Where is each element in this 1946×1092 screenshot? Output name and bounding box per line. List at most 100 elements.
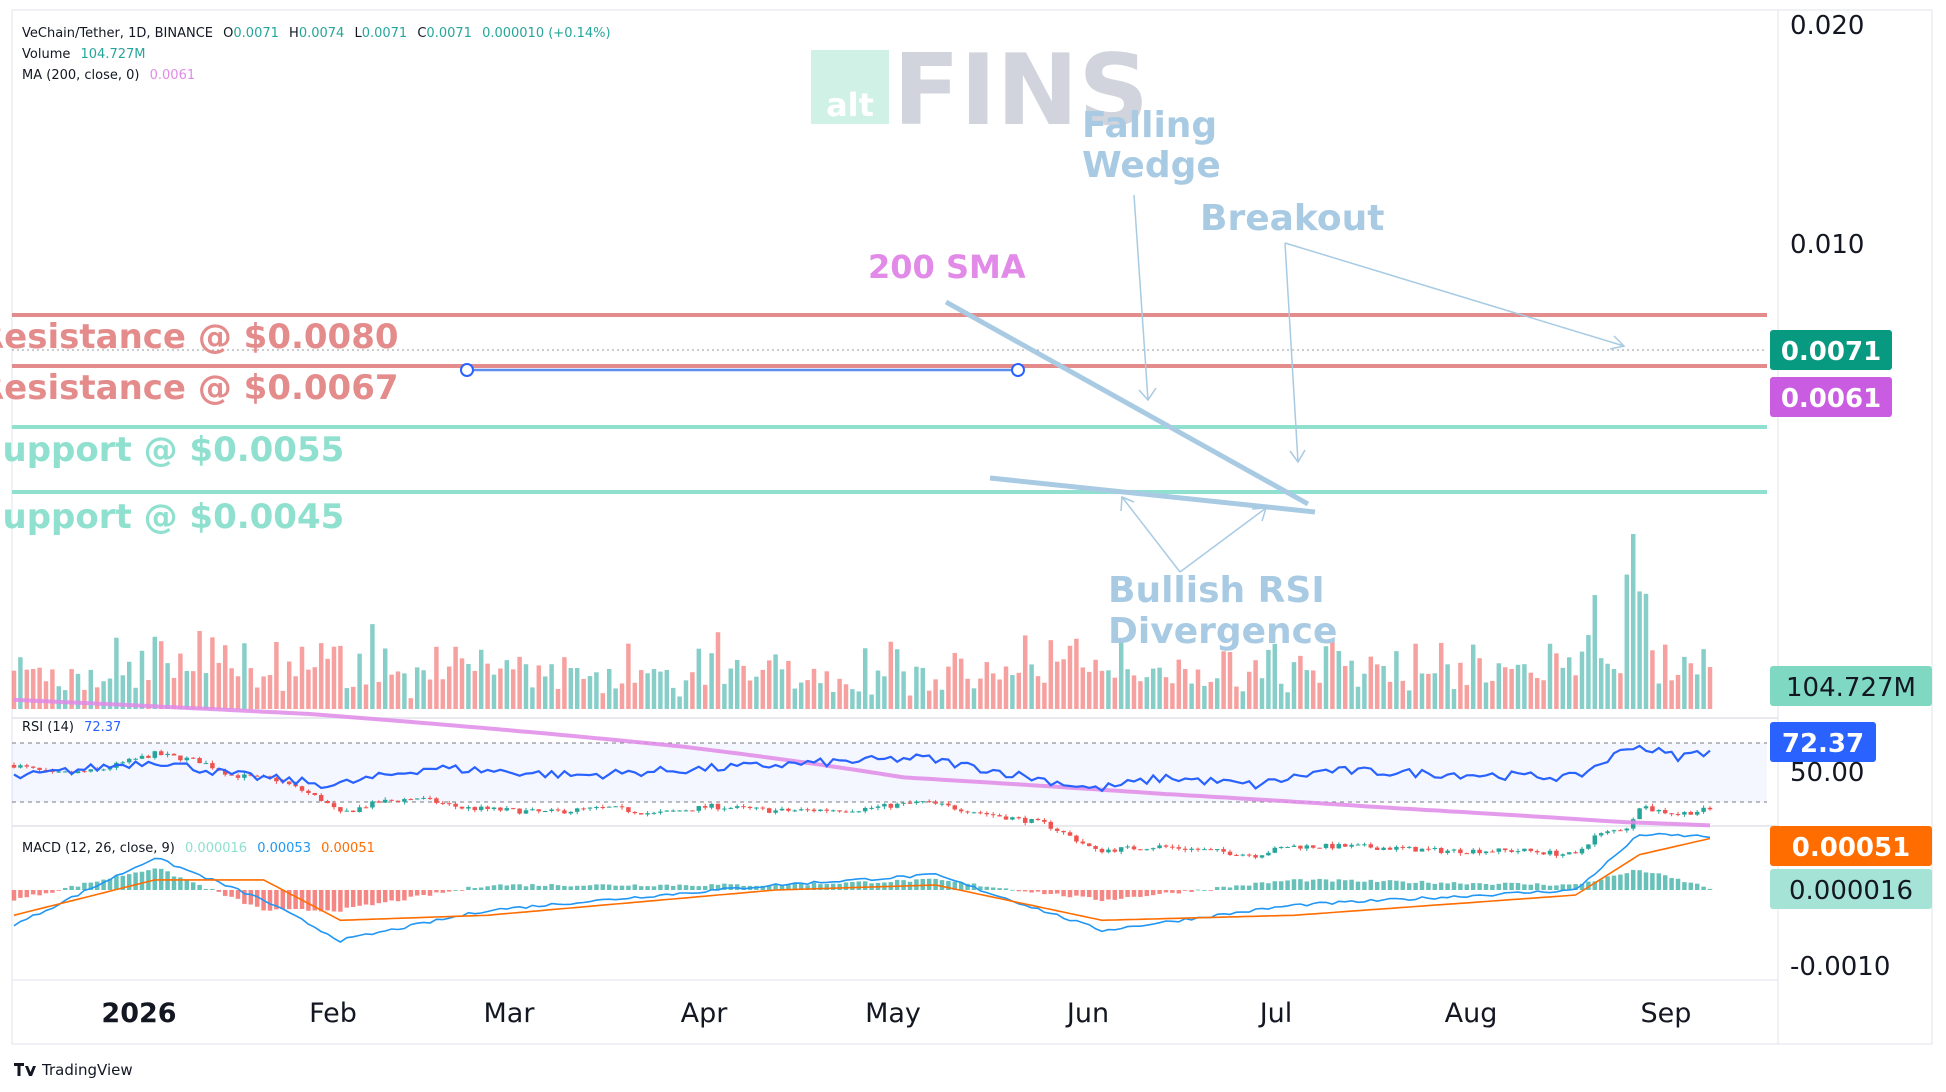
candle xyxy=(152,751,158,758)
volume-bar xyxy=(971,688,977,709)
macd-hist-bar xyxy=(1118,890,1124,899)
candle xyxy=(440,802,446,804)
volume-bar xyxy=(600,693,606,709)
macd-hist-bar xyxy=(11,890,17,901)
volume-bar xyxy=(830,691,836,709)
macd-hist-bar xyxy=(1496,883,1502,890)
macd-hist-bar xyxy=(549,883,554,890)
macd-hist-bar xyxy=(101,879,106,890)
volume-bar xyxy=(920,667,926,709)
price-axis[interactable]: 0.020 0.010 0.0071 0.0061 104.727M 72.37… xyxy=(1770,11,1932,982)
volume-bar xyxy=(1074,638,1079,709)
volume-bar xyxy=(549,664,554,709)
volume-bar xyxy=(1240,691,1246,709)
volume-bar xyxy=(357,653,362,709)
tradingview-brand[interactable]: TradingView xyxy=(14,1061,133,1079)
time-axis[interactable]: 2026 Feb Mar Apr May Jun Jul Aug Sep xyxy=(101,998,1691,1029)
volume-bar xyxy=(158,641,164,709)
candle xyxy=(1656,810,1662,812)
candle xyxy=(734,806,740,808)
macd-hist-bar xyxy=(1618,874,1623,890)
trendline-handle-right[interactable] xyxy=(1011,363,1025,377)
trendline-handle-left[interactable] xyxy=(460,363,474,377)
candle xyxy=(1150,848,1156,850)
macd-hist-bar xyxy=(1477,883,1482,890)
macd-hist-bar xyxy=(446,890,452,892)
volume-bar xyxy=(1150,668,1156,709)
candle xyxy=(645,813,650,815)
candle xyxy=(542,811,548,813)
candle xyxy=(1592,835,1598,845)
volume-bar xyxy=(1330,641,1335,709)
volume-bar xyxy=(574,667,580,709)
annotation-arrows xyxy=(1120,194,1626,573)
volume-bar xyxy=(1522,664,1527,709)
candle xyxy=(126,758,132,763)
volume-legend-label: Volume xyxy=(22,47,70,62)
volume-bar xyxy=(1144,677,1150,709)
macd-hist-bar xyxy=(222,890,228,896)
macd-hist-bar xyxy=(1682,882,1687,890)
breakout-arrow-1-head xyxy=(1289,449,1306,464)
volume-bar xyxy=(862,648,868,709)
time-label-feb: Feb xyxy=(309,998,357,1029)
divergence-arrow-1-head xyxy=(1120,495,1135,512)
volume-bar xyxy=(152,636,158,709)
candle xyxy=(1650,806,1655,812)
macd-legend: MACD (12, 26, close, 9) 0.000016 0.00053… xyxy=(22,841,375,856)
candle xyxy=(619,806,625,808)
volume-bar xyxy=(1502,667,1508,709)
volume-bar xyxy=(280,690,286,709)
macd-hist-bar xyxy=(990,887,996,890)
macd-hist-bar xyxy=(1509,882,1514,890)
volume-bar xyxy=(1438,642,1444,709)
time-label-aug: Aug xyxy=(1445,998,1498,1029)
macd-hist-bar xyxy=(114,875,119,890)
volume-bar xyxy=(875,670,881,709)
candle xyxy=(1234,854,1239,856)
candle xyxy=(338,807,343,812)
volume-bar xyxy=(408,698,414,709)
macd-hist-bar xyxy=(235,890,241,899)
macd-hist-bar xyxy=(216,890,222,892)
volume-bar xyxy=(1099,670,1105,709)
candle xyxy=(766,808,772,813)
volume-bar xyxy=(146,679,151,709)
volume-bar xyxy=(1349,660,1354,709)
candle xyxy=(1406,846,1412,848)
macd-hist-bar xyxy=(1022,890,1028,892)
volume-bar xyxy=(363,684,369,709)
macd-hist-bar xyxy=(824,884,830,890)
volume-bar xyxy=(254,687,260,709)
symbol: VeChain/Tether, 1D, BINANCE xyxy=(22,26,213,41)
macd-hist-bar xyxy=(472,887,478,890)
volume-bar xyxy=(267,675,273,709)
macd-hist-bar xyxy=(1240,885,1246,890)
volume-bar xyxy=(1061,659,1066,709)
candle xyxy=(504,808,510,811)
volume-bar xyxy=(1547,643,1553,709)
candle xyxy=(926,801,932,803)
macd-hist-bar xyxy=(555,885,561,890)
volume-bar xyxy=(75,673,81,709)
candle xyxy=(1163,845,1169,847)
candle xyxy=(491,807,497,809)
low-value: 0.0071 xyxy=(362,26,408,41)
watermark: alt FINS xyxy=(811,34,1149,148)
volume-bars xyxy=(11,534,1713,709)
volume-bar xyxy=(594,672,599,709)
candle xyxy=(1637,808,1642,820)
macd-hist-bar xyxy=(1285,880,1290,890)
candle xyxy=(952,805,958,810)
macd-hist-bar xyxy=(1528,884,1534,890)
macd-legend-signal: 0.00051 xyxy=(321,841,375,856)
macd-hist-bar xyxy=(203,889,209,890)
wedge-arrow xyxy=(1133,194,1149,401)
candle xyxy=(811,809,817,812)
macd-hist-bar xyxy=(1406,883,1412,890)
volume-bar xyxy=(1598,658,1604,709)
macd-hist-bar xyxy=(702,885,708,890)
candle xyxy=(549,809,554,812)
volume-bar xyxy=(184,670,190,709)
